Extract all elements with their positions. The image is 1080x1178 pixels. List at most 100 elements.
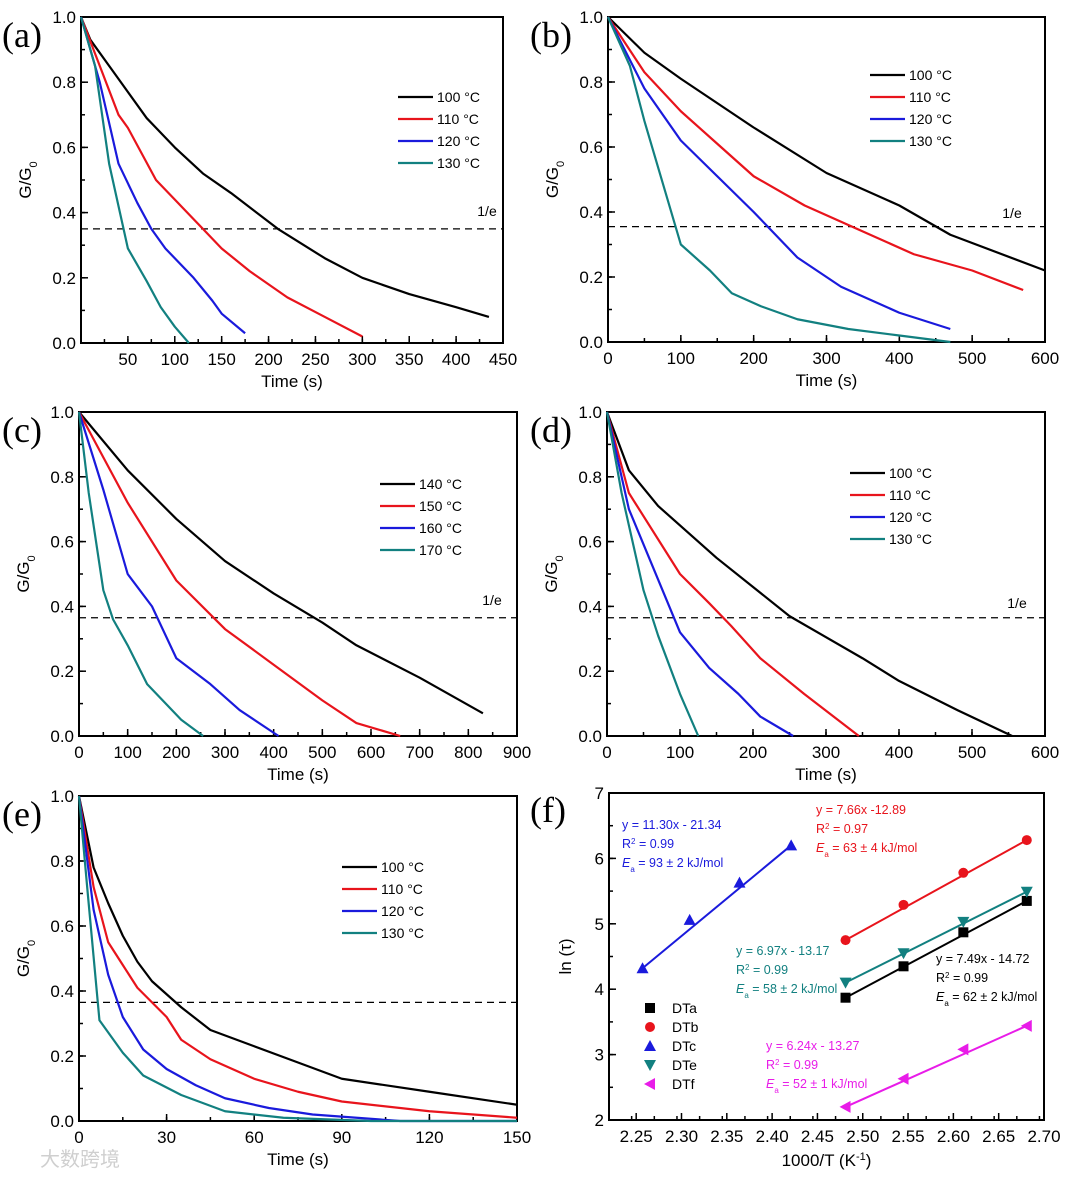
legend-label: 130 °C <box>909 133 952 149</box>
data-point-DTa <box>898 961 909 972</box>
y-tick-label: 0.0 <box>50 1112 74 1131</box>
chart-panel-b: (b) 0 100 200 300 400 500 600 0.0 0.2 0.4 0.6 0.8 1.0… <box>530 8 1059 390</box>
x-tick-label: 0 <box>602 743 611 762</box>
fit-equation: y = 11.30x - 21.34 <box>622 818 722 832</box>
y-axis-title-main: G/G <box>542 561 561 592</box>
plot-frame <box>78 795 518 1122</box>
y-tick-label: 0.6 <box>50 917 74 936</box>
y-tick-label: 0.2 <box>50 1047 74 1066</box>
data-point-DTb <box>958 867 969 878</box>
x-tick-label: 450 <box>489 350 517 369</box>
y-tick-label: 0.8 <box>50 852 74 871</box>
series-line-140C <box>78 411 484 715</box>
x-tick-label: 350 <box>395 350 423 369</box>
y-tick-label: 0.4 <box>50 982 74 1001</box>
x-tick-label: 100 <box>666 743 694 762</box>
fit-line-DTa <box>845 900 1028 999</box>
fit-equation: y = 6.97x - 13.17 <box>736 944 830 958</box>
r2-sup: 2 <box>631 837 636 846</box>
x-axis-title-part: -1 <box>856 1151 866 1163</box>
x-tick-label: 2.55 <box>892 1127 925 1146</box>
series-line-130C <box>606 16 951 344</box>
legend-label: 110 °C <box>889 487 931 503</box>
series-line-110C <box>79 16 363 338</box>
x-tick-label: 150 <box>503 1128 531 1147</box>
ea-sub: a <box>630 865 635 874</box>
x-tick-label: 500 <box>308 743 336 762</box>
y-tick-label: 0.6 <box>579 138 603 157</box>
y-axis-title: G/G0 <box>16 161 40 198</box>
y-tick-label: 1.0 <box>50 403 74 422</box>
y-tick-label: 3 <box>595 1046 604 1065</box>
x-tick-label: 600 <box>357 743 385 762</box>
x-axis-title: 1000/T (K-1) <box>782 1151 872 1170</box>
panel-label: (d) <box>530 410 572 450</box>
legend-label: DTe <box>672 1057 697 1073</box>
x-tick-label: 250 <box>301 350 329 369</box>
x-tick-label: 700 <box>405 743 433 762</box>
y-tick-label: 0.8 <box>579 73 603 92</box>
x-tick-label: 120 <box>415 1128 443 1147</box>
plot-frame <box>607 16 1046 343</box>
legend-label: 100 °C <box>437 89 480 105</box>
x-axis-title-part: ) <box>866 1151 872 1170</box>
ea-sub: a <box>774 1086 779 1095</box>
x-tick-label: 400 <box>259 743 287 762</box>
x-tick-label: 600 <box>1031 349 1059 368</box>
ea-value: 62 ± 2 kJ/mol <box>963 990 1037 1004</box>
x-tick-label: 300 <box>812 743 840 762</box>
x-tick-label: 100 <box>161 350 189 369</box>
data-point-DTc <box>733 876 746 888</box>
r2-prefix: R <box>736 963 745 977</box>
y-axis-title-main: G/G <box>14 561 33 592</box>
data-point-DTf <box>1020 1019 1032 1032</box>
data-point-DTe <box>897 948 910 960</box>
r2-value: 0.99 <box>764 963 788 977</box>
chart-panel-e: (e) 0 30 60 90 120 150 0.0 0.2 0.4 0.6 0.8 1.0 Time (… <box>2 787 531 1169</box>
x-tick-label: 400 <box>885 743 913 762</box>
x-tick-label: 2.60 <box>937 1127 970 1146</box>
x-tick-label: 200 <box>739 349 767 368</box>
legend-label: 120 °C <box>889 509 932 525</box>
panel-label: (b) <box>530 15 572 55</box>
x-tick-label: 200 <box>739 743 767 762</box>
plot-frame <box>80 16 504 344</box>
ea-prefix: E <box>736 982 745 996</box>
series-line-170C <box>77 411 204 737</box>
r2-value: 0.99 <box>650 837 674 851</box>
series-line-100C <box>607 16 1046 272</box>
y-tick-label: 0.8 <box>578 468 602 487</box>
y-tick-label: 1.0 <box>50 787 74 806</box>
legend-marker-DTb <box>645 1022 655 1032</box>
legend-label: 130 °C <box>889 531 932 547</box>
x-tick-label: 400 <box>442 350 470 369</box>
series-line-130C <box>605 411 700 737</box>
r2-eq: = <box>949 971 963 985</box>
one-over-e-label: 1/e <box>482 592 502 608</box>
legend-marker-DTa <box>645 1003 655 1013</box>
fit-r-squared: R2 = 0.99 <box>736 963 788 978</box>
y-tick-label: 0.4 <box>578 597 602 616</box>
x-tick-label: 0 <box>74 743 83 762</box>
y-tick-label: 6 <box>595 849 604 868</box>
legend-marker-DTc <box>644 1040 656 1051</box>
x-axis-title: Time (s) <box>267 1150 329 1169</box>
panel-label: (e) <box>2 794 42 834</box>
data-point-DTb <box>840 935 851 946</box>
fit-line-DTe <box>845 890 1028 984</box>
y-tick-label: 7 <box>595 784 604 803</box>
data-point-DTb <box>1021 835 1032 846</box>
data-point-DTe <box>839 977 852 989</box>
legend-marker-DTf <box>644 1078 655 1090</box>
fit-equation: y = 6.24x - 13.27 <box>766 1039 860 1053</box>
x-tick-label: 2.65 <box>982 1127 1015 1146</box>
legend-label: 120 °C <box>437 133 480 149</box>
r2-value: 0.99 <box>964 971 988 985</box>
y-tick-label: 0.4 <box>52 204 76 223</box>
legend-label: 100 °C <box>909 67 952 83</box>
legend-label: 120 °C <box>909 111 952 127</box>
x-axis-title: Time (s) <box>796 371 858 390</box>
ea-prefix: E <box>622 856 631 870</box>
y-axis-title-main: G/G <box>14 946 33 977</box>
r2-prefix: R <box>766 1058 775 1072</box>
